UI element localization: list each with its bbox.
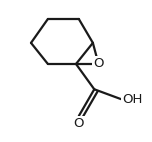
Text: OH: OH xyxy=(122,93,143,106)
Text: O: O xyxy=(74,117,84,130)
Text: O: O xyxy=(93,58,104,70)
